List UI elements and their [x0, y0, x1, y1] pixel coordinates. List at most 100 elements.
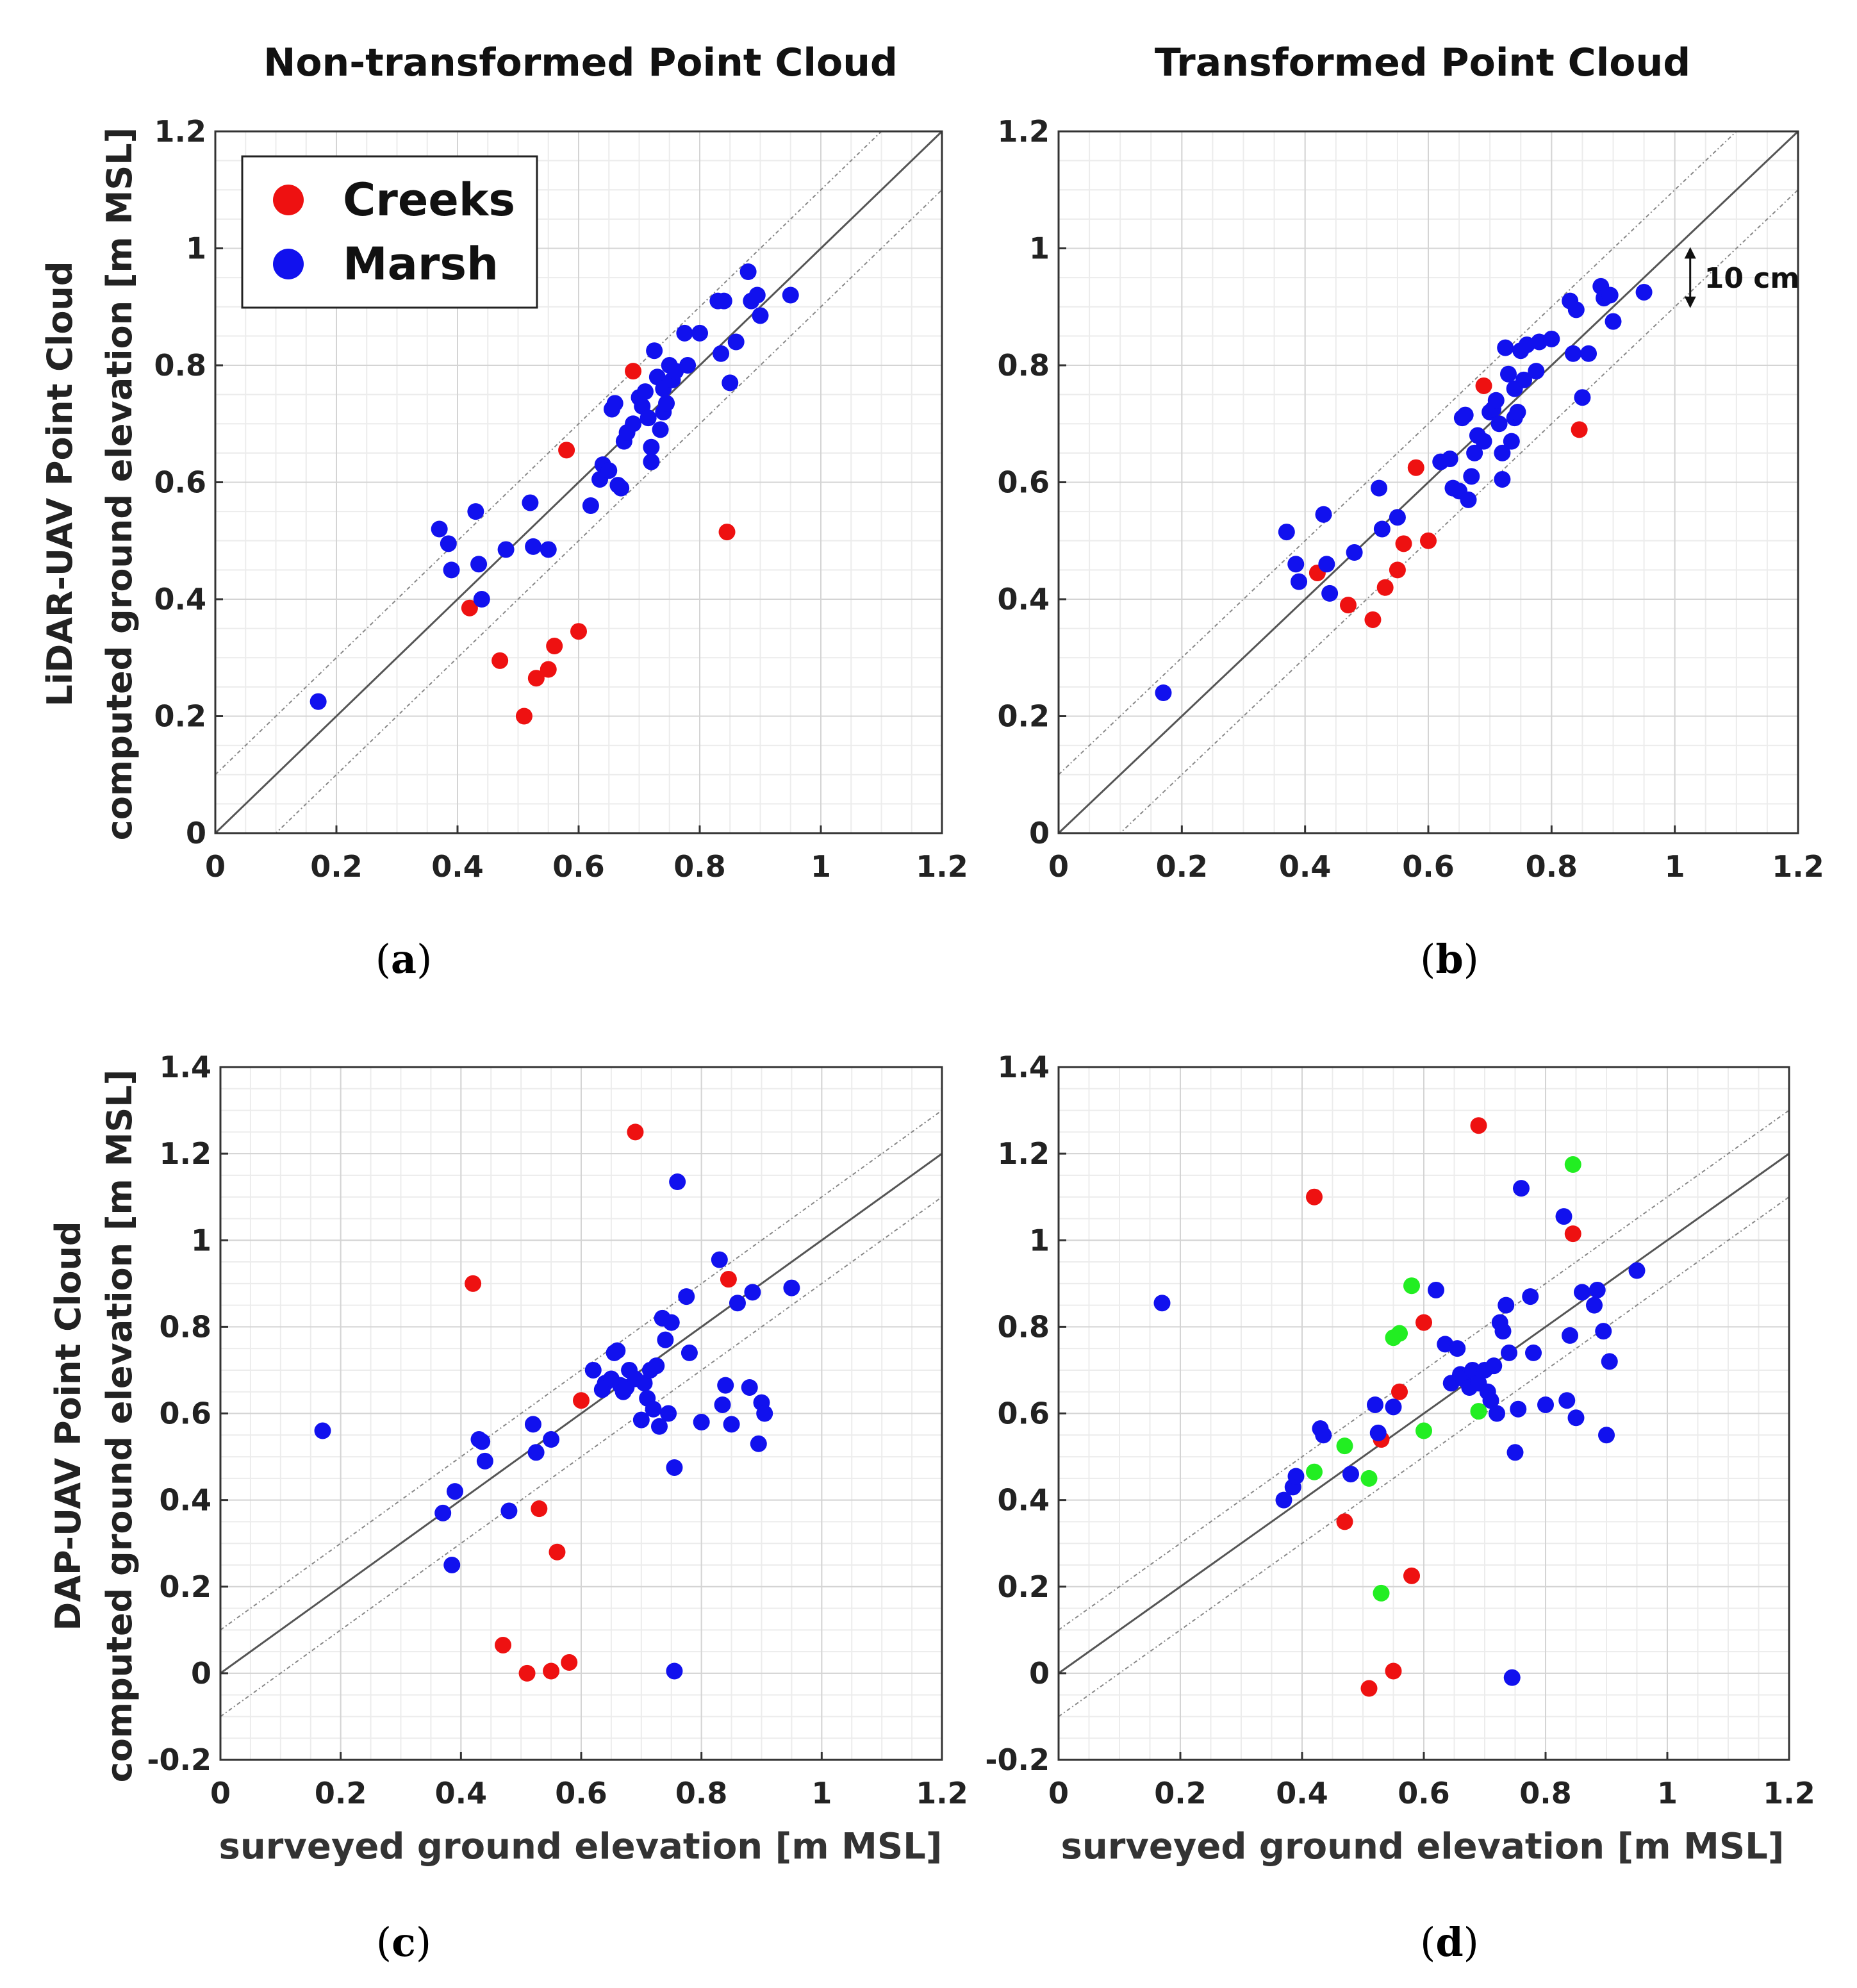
y-tick-label: 0: [191, 1656, 211, 1691]
data-point: [1485, 1357, 1503, 1375]
data-point: [1503, 1669, 1521, 1686]
legend-label-marsh: Marsh: [343, 238, 499, 290]
data-point: [748, 286, 766, 304]
legend: Creeks Marsh: [241, 155, 538, 309]
data-point: [1490, 415, 1508, 433]
data-point: [1494, 444, 1511, 461]
data-point: [500, 1502, 518, 1520]
legend-marker-creeks: [273, 185, 304, 215]
data-point: [1457, 406, 1474, 424]
y-tick-label: 0.6: [998, 465, 1050, 500]
data-point: [1315, 1427, 1332, 1444]
y-tick-label: 1.2: [998, 1136, 1050, 1171]
x-tick-label: 0.4: [1279, 849, 1332, 884]
data-point: [570, 623, 587, 640]
data-point: [522, 494, 539, 511]
data-point: [663, 1314, 680, 1331]
x-tick-label: 0.2: [1156, 849, 1209, 884]
data-point: [652, 421, 669, 438]
x-tick-label: 0.4: [435, 1776, 488, 1810]
y-tick-label: 0.8: [998, 1309, 1050, 1344]
xlabel-d: surveyed ground elevation [m MSL]: [1061, 1826, 1785, 1868]
x-tick-label: 1.2: [916, 849, 968, 884]
panel-label-c: (c): [376, 1919, 431, 1966]
y-tick-label: 0.4: [160, 1483, 212, 1518]
data-point: [1574, 1284, 1590, 1301]
data-point: [606, 395, 623, 412]
panel-label-a: (a): [376, 936, 433, 982]
data-point: [1315, 506, 1332, 523]
data-point: [1336, 1513, 1353, 1530]
y-tick-label: 0.4: [998, 582, 1050, 617]
y-tick-label: 0.2: [160, 1570, 212, 1604]
data-point: [531, 1500, 548, 1518]
data-point: [722, 374, 739, 392]
y-tick-label: 0.8: [154, 348, 207, 383]
data-point: [1420, 532, 1437, 549]
data-point: [715, 292, 732, 310]
data-point: [1339, 597, 1357, 614]
identity-line: [220, 1152, 942, 1675]
data-point: [497, 541, 515, 558]
data-point: [679, 357, 697, 374]
y-tick-label: 1.4: [160, 1050, 212, 1084]
data-point: [582, 497, 599, 514]
data-point: [1376, 579, 1394, 596]
y-tick-label: 0.2: [998, 1570, 1050, 1604]
data-point: [1336, 1437, 1353, 1455]
x-tick-label: 0.2: [1154, 1776, 1207, 1810]
data-point: [1564, 345, 1581, 362]
svg-text:(d): (d): [1420, 1919, 1479, 1966]
row2-ylabel-sub: computed ground elevation [m MSL]: [99, 1070, 140, 1783]
x-tick-label: 1: [1657, 1776, 1678, 1810]
data-point: [474, 1433, 491, 1450]
panel-label-a-letter: a: [391, 936, 417, 982]
data-point: [1403, 1567, 1420, 1584]
reference-lines: [215, 131, 942, 833]
series-marsh: [314, 1173, 800, 1680]
x-tick-label: 0.8: [1526, 849, 1578, 884]
identity-line: [1059, 1152, 1789, 1675]
panel-b: 0 0.2 0.4 0.6 0.8 1 1.2 0 0.2 0.4 0.6 0.8 1 1.2 10 cm: [998, 114, 1824, 884]
x-tick-label: 0.6: [552, 849, 605, 884]
data-point: [676, 324, 693, 342]
data-point: [1567, 301, 1585, 319]
data-point: [727, 333, 745, 351]
data-point: [584, 1361, 602, 1379]
x-tick-label: 0.8: [673, 849, 726, 884]
data-point: [711, 1251, 728, 1268]
data-point: [1580, 345, 1597, 362]
data-point: [625, 415, 642, 433]
y-tick-label: -0.2: [985, 1743, 1050, 1777]
data-point: [678, 1288, 695, 1305]
data-point: [1385, 1662, 1402, 1680]
data-point: [632, 1411, 650, 1429]
data-point: [1558, 1392, 1576, 1409]
series-marsh: [1155, 277, 1653, 701]
series-creeks: [1306, 1117, 1581, 1697]
data-point: [1528, 363, 1545, 380]
data-point: [1567, 1409, 1585, 1427]
data-point: [1364, 611, 1382, 628]
data-point: [613, 479, 630, 497]
y-tick-label: 0.4: [998, 1483, 1050, 1518]
data-point: [643, 453, 660, 470]
data-point: [1601, 286, 1619, 304]
data-point: [1589, 1281, 1606, 1298]
data-point: [561, 1653, 578, 1671]
data-point: [640, 410, 657, 427]
data-point: [1153, 1295, 1171, 1312]
data-point: [666, 1459, 683, 1476]
svg-text:(a): (a): [376, 936, 433, 982]
data-point: [636, 1375, 653, 1392]
data-point: [1466, 444, 1483, 461]
data-point: [1586, 1296, 1603, 1314]
x-tick-label: 0: [1048, 1776, 1069, 1810]
data-point: [1306, 1188, 1323, 1205]
data-point: [431, 520, 448, 538]
data-point: [1525, 1344, 1542, 1361]
y-tick-label: 1: [186, 231, 206, 266]
data-point: [524, 1416, 541, 1433]
data-point: [440, 535, 457, 552]
